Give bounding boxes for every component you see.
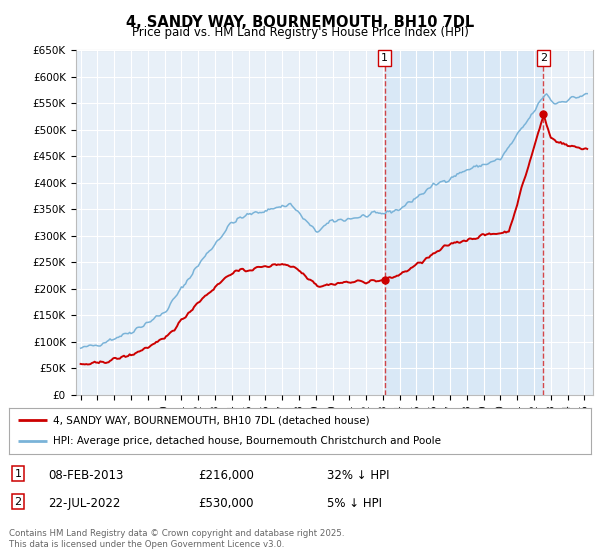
Text: 32% ↓ HPI: 32% ↓ HPI (327, 469, 389, 482)
Bar (385, 50, 543, 395)
Text: 2: 2 (540, 53, 547, 63)
Text: 1: 1 (14, 469, 22, 479)
Text: 2: 2 (14, 497, 22, 507)
Text: Contains HM Land Registry data © Crown copyright and database right 2025.
This d: Contains HM Land Registry data © Crown c… (9, 529, 344, 549)
Text: 22-JUL-2022: 22-JUL-2022 (48, 497, 121, 510)
Text: 4, SANDY WAY, BOURNEMOUTH, BH10 7DL (detached house): 4, SANDY WAY, BOURNEMOUTH, BH10 7DL (det… (53, 415, 369, 425)
Text: 4, SANDY WAY, BOURNEMOUTH, BH10 7DL: 4, SANDY WAY, BOURNEMOUTH, BH10 7DL (126, 15, 474, 30)
Text: 5% ↓ HPI: 5% ↓ HPI (327, 497, 382, 510)
Text: £216,000: £216,000 (198, 469, 254, 482)
Text: 1: 1 (381, 53, 388, 63)
Text: £530,000: £530,000 (198, 497, 254, 510)
Text: Price paid vs. HM Land Registry's House Price Index (HPI): Price paid vs. HM Land Registry's House … (131, 26, 469, 39)
Text: HPI: Average price, detached house, Bournemouth Christchurch and Poole: HPI: Average price, detached house, Bour… (53, 436, 440, 446)
Text: 08-FEB-2013: 08-FEB-2013 (48, 469, 124, 482)
